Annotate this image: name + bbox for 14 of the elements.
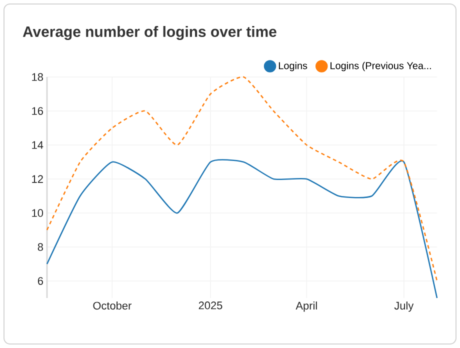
x-tick-label: April — [296, 302, 317, 312]
legend-label: Logins — [278, 62, 308, 72]
y-tick-label: 18 — [32, 73, 43, 81]
y-tick-label: 12 — [32, 175, 43, 183]
y-tick-label: 16 — [32, 107, 43, 115]
y-tick-label: 6 — [38, 277, 43, 285]
y-tick-label: 8 — [38, 243, 43, 251]
chart-title: Average number of logins over time — [22, 26, 276, 40]
y-tick-label: 10 — [32, 209, 44, 217]
y-tick-label: 14 — [32, 141, 44, 149]
x-tick-label: October — [93, 302, 132, 310]
legend-label: Logins (Previous Yea... — [330, 62, 431, 72]
x-tick-label: 2025 — [198, 302, 222, 310]
x-tick-label: July — [394, 302, 414, 312]
